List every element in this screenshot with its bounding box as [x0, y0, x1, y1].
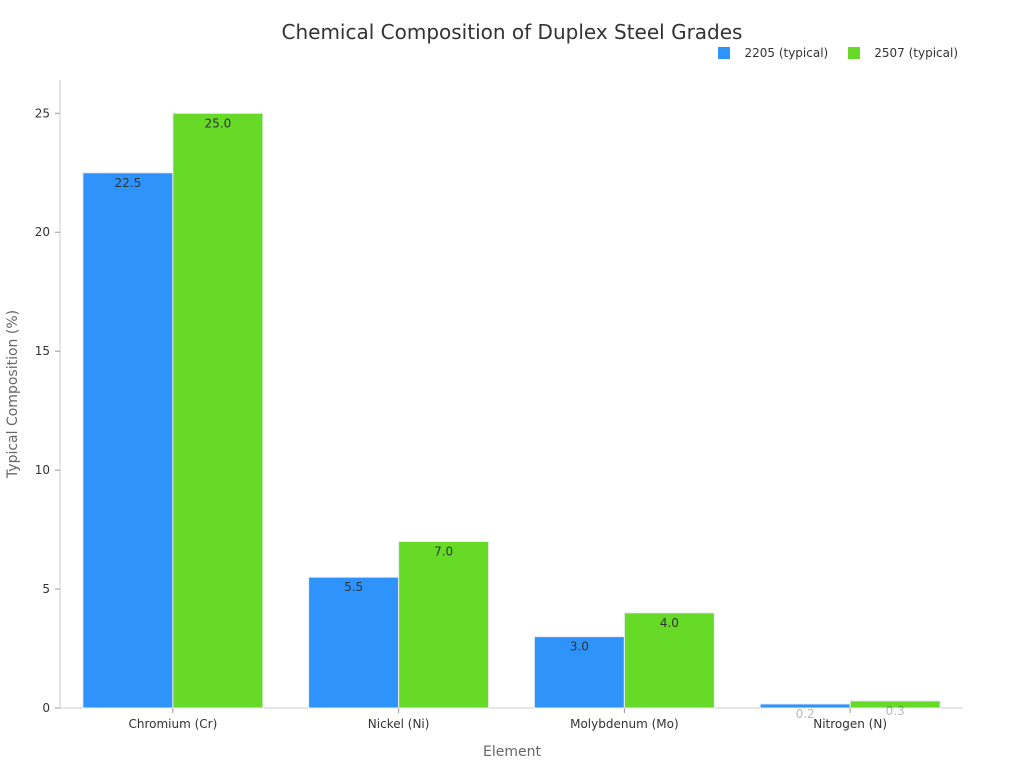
legend-swatch-2507	[848, 47, 861, 59]
y-tick-label: 25	[35, 106, 50, 120]
legend-item-2507[interactable]: 2507 (typical)	[848, 46, 958, 60]
bar-2205-1[interactable]	[308, 576, 400, 709]
y-axis-label: Typical Composition (%)	[5, 310, 21, 479]
x-ticks: Chromium (Cr) Nickel (Ni) Molybdenum (Mo) N…	[128, 708, 887, 731]
bar-value-label: 4.0	[660, 616, 679, 630]
bar-value-label: 0.3	[886, 704, 905, 718]
bar-2507-0[interactable]	[172, 112, 264, 709]
bar-2205-2[interactable]	[533, 636, 625, 709]
y-tick-label: 15	[35, 344, 50, 358]
bar-2507-1[interactable]	[398, 540, 490, 709]
x-axis-label: Element	[483, 744, 541, 760]
bars: 22.5 25.0 5.5 7.0 3.0 4.0 0.2 0.3	[82, 112, 941, 721]
y-tick-label: 5	[42, 582, 50, 596]
y-tick-label: 0	[42, 701, 50, 715]
bar-2205-0[interactable]	[82, 172, 174, 709]
x-tick-label: Nickel (Ni)	[368, 717, 430, 731]
bar-value-label: 7.0	[434, 544, 453, 558]
chart-legend: 2205 (typical) 2507 (typical)	[718, 46, 958, 60]
x-tick-label: Molybdenum (Mo)	[570, 717, 679, 731]
bar-value-label: 0.2	[796, 707, 815, 721]
legend-label-2507: 2507 (typical)	[874, 46, 958, 60]
chart-title: Chemical Composition of Duplex Steel Gra…	[281, 20, 743, 44]
y-ticks: 0 5 10 15 20 25	[35, 106, 60, 715]
bar-value-label: 5.5	[344, 580, 363, 594]
y-tick-label: 10	[35, 463, 50, 477]
bar-value-label: 25.0	[205, 116, 232, 130]
x-tick-label: Chromium (Cr)	[128, 717, 217, 731]
x-tick-label: Nitrogen (N)	[813, 717, 887, 731]
legend-swatch-2205	[718, 47, 731, 59]
legend-label-2205: 2205 (typical)	[744, 46, 829, 60]
legend-item-2205[interactable]: 2205 (typical)	[718, 46, 828, 60]
bar-value-label: 3.0	[570, 640, 589, 654]
bar-value-label: 22.5	[115, 176, 142, 190]
bar-2507-3[interactable]	[849, 700, 941, 709]
bar-2507-2[interactable]	[623, 612, 715, 709]
y-tick-label: 20	[35, 225, 50, 239]
